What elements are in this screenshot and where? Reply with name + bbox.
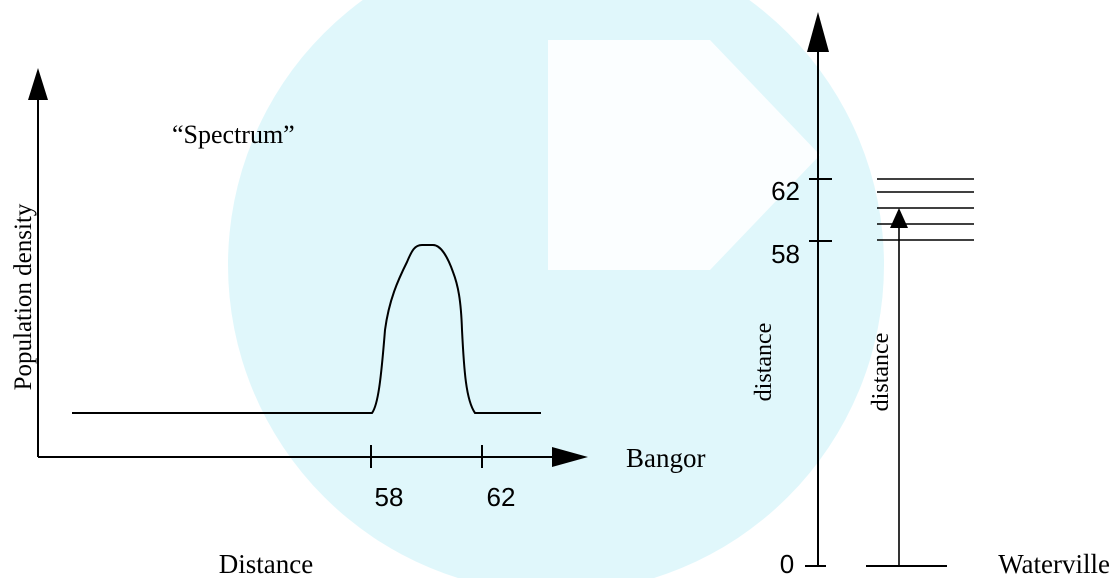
- background-watermark: [228, 0, 960, 578]
- distance-diagram: [805, 12, 974, 567]
- y-axis-label: Population density: [10, 203, 37, 390]
- watermark-arrowhead: [895, 150, 960, 230]
- tick-label-58: 58: [375, 482, 404, 512]
- spectrum-title: “Spectrum”: [172, 120, 295, 149]
- spectrum-curve: [72, 244, 541, 414]
- waterville-label: Waterville: [998, 549, 1110, 578]
- spectrum-plot: [28, 68, 588, 468]
- tick-label-58-right: 58: [771, 239, 800, 269]
- x-axis-arrowhead: [552, 447, 588, 467]
- tick-label-62: 62: [487, 482, 516, 512]
- arrow-distance-label: distance: [868, 333, 894, 412]
- distance-axis-arrowhead: [807, 12, 829, 52]
- x-axis-end-label: Bangor: [626, 443, 705, 473]
- watermark-glyph: [548, 40, 820, 270]
- distance-arrowhead: [890, 208, 908, 228]
- tick-label-62-right: 62: [771, 176, 800, 206]
- origin-label: 0: [780, 549, 794, 578]
- x-axis-label: Distance: [219, 549, 313, 578]
- axis-distance-label: distance: [751, 323, 777, 402]
- y-axis-arrowhead: [28, 68, 48, 100]
